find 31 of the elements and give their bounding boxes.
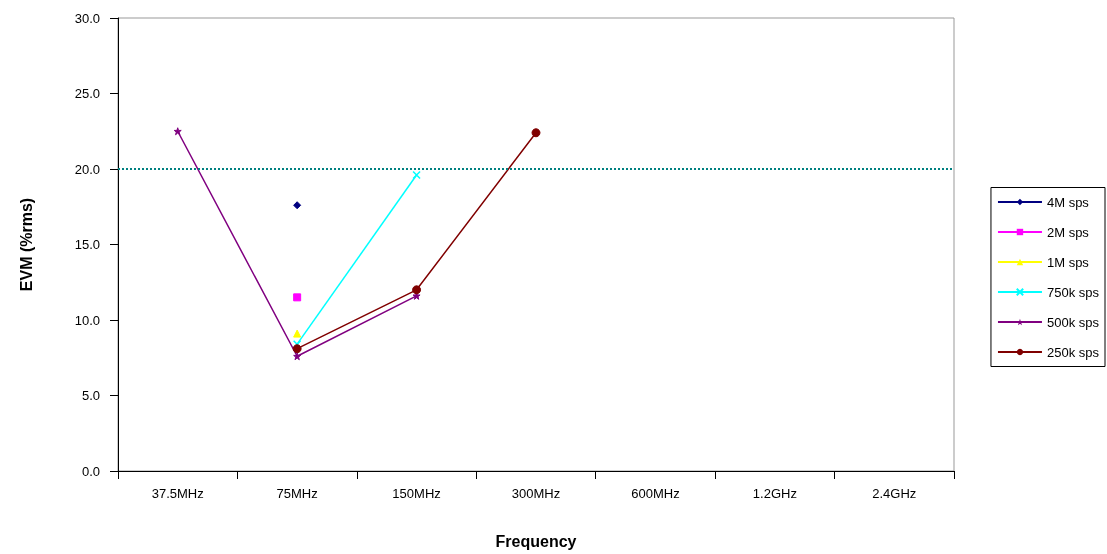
x-axis-title: Frequency	[495, 532, 577, 550]
y-tick-label: 10.0	[74, 312, 100, 328]
x-tick-label: 600MHz	[631, 486, 680, 501]
x-tick-label: 37.5MHz	[151, 486, 204, 501]
x-tick-label: 300MHz	[511, 486, 561, 501]
x-tick-label: 1.2GHz	[752, 486, 797, 501]
legend-label: 750k sps	[1046, 284, 1100, 300]
point	[412, 285, 422, 295]
y-tick-label: 20.0	[74, 161, 100, 177]
point	[293, 329, 302, 338]
legend-label: 500k sps	[1046, 314, 1100, 330]
legend-label: 4M sps	[1046, 194, 1090, 210]
point	[531, 128, 541, 138]
y-tick-label: 30.0	[74, 10, 100, 26]
point	[173, 127, 182, 136]
x-tick-label: 2.4GHz	[872, 486, 917, 501]
point	[293, 352, 302, 361]
y-tick-label: 15.0	[74, 237, 100, 252]
point	[412, 170, 421, 180]
y-tick-label: 25.0	[74, 86, 100, 101]
y-tick-label: 0.0	[81, 463, 100, 479]
point	[293, 201, 302, 210]
y-tick-label: 5.0	[81, 388, 100, 403]
y-axis-title: EVM (%rms)	[17, 197, 35, 292]
legend-label: 2M sps	[1046, 224, 1090, 240]
point	[293, 293, 302, 302]
x-tick-label: 75MHz	[276, 486, 318, 501]
x-tick-label: 150MHz	[392, 486, 441, 501]
legend-label: 1M sps	[1046, 254, 1090, 270]
point	[292, 344, 302, 354]
legend-label: 250k sps	[1046, 344, 1100, 360]
